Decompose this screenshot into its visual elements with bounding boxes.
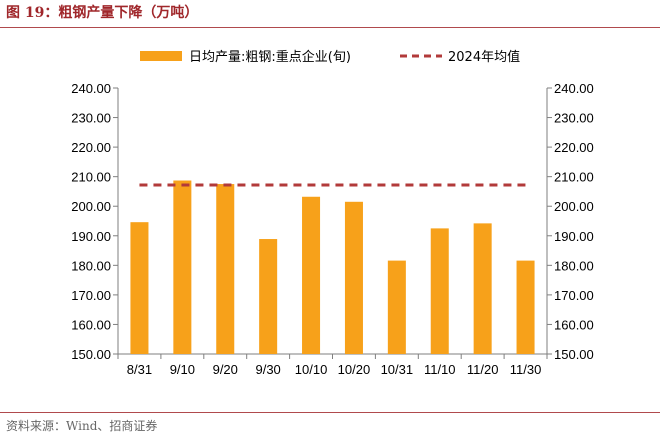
y-tick-left-label: 220.00 xyxy=(71,140,111,155)
y-axis-right-ticks: 150.00 160.00 170.00 180.00 190.00 200.00 210.… xyxy=(547,81,594,362)
x-axis-ticks: 8/31 9/10 9/20 9/30 10/10 10/20 10/31 11/10 11/2… xyxy=(117,354,548,377)
x-tick-label: 10/31 xyxy=(381,362,414,377)
x-tick-label: 9/10 xyxy=(170,362,195,377)
legend: 日均产量:粗钢:重点企业(旬) 2024年均值 xyxy=(140,49,520,65)
bars xyxy=(130,180,535,354)
y-tick-right-label: 190.00 xyxy=(554,229,594,244)
bar xyxy=(173,180,192,354)
figure-title: 图 19：粗钢产量下降（万吨） xyxy=(6,5,199,21)
chart: 日均产量:粗钢:重点企业(旬) 2024年均值 150.00 160.00 170.… xyxy=(71,49,594,377)
x-tick-label: 10/10 xyxy=(295,362,328,377)
y-tick-right-label: 150.00 xyxy=(554,347,594,362)
y-tick-left-label: 160.00 xyxy=(71,317,111,332)
y-axis-left-ticks: 150.00 160.00 170.00 180.00 190.00 200.00 210.… xyxy=(71,81,118,362)
y-tick-left-label: 230.00 xyxy=(71,111,111,126)
bar xyxy=(130,222,149,354)
bar xyxy=(302,196,321,354)
bar xyxy=(516,260,535,354)
x-tick-label: 8/31 xyxy=(127,362,152,377)
y-tick-left-label: 210.00 xyxy=(71,170,111,185)
y-tick-left-label: 150.00 xyxy=(71,347,111,362)
source-note: 资料来源：Wind、招商证券 xyxy=(6,419,158,433)
legend-bar-label: 日均产量:粗钢:重点企业(旬) xyxy=(189,49,351,65)
bar xyxy=(259,239,278,354)
y-tick-right-label: 170.00 xyxy=(554,288,594,303)
bar xyxy=(473,223,492,354)
header-rule xyxy=(0,27,660,28)
bar xyxy=(344,201,363,354)
x-tick-label: 9/30 xyxy=(255,362,280,377)
bar xyxy=(430,228,449,354)
y-tick-right-label: 230.00 xyxy=(554,111,594,126)
y-tick-right-label: 180.00 xyxy=(554,258,594,273)
x-tick-label: 9/20 xyxy=(213,362,238,377)
legend-bar-swatch xyxy=(140,51,182,61)
y-tick-right-label: 220.00 xyxy=(554,140,594,155)
y-tick-left-label: 240.00 xyxy=(71,81,111,96)
y-tick-left-label: 180.00 xyxy=(71,258,111,273)
x-tick-label: 10/20 xyxy=(338,362,371,377)
x-tick-label: 11/10 xyxy=(424,362,456,377)
y-tick-left-label: 190.00 xyxy=(71,229,111,244)
x-tick-label: 11/20 xyxy=(467,362,499,377)
bar xyxy=(387,260,406,354)
legend-avg-label: 2024年均值 xyxy=(448,49,520,65)
x-tick-label: 11/30 xyxy=(510,362,542,377)
y-tick-right-label: 210.00 xyxy=(554,170,594,185)
y-tick-right-label: 200.00 xyxy=(554,199,594,214)
bar xyxy=(216,184,235,354)
y-tick-left-label: 170.00 xyxy=(71,288,111,303)
y-tick-right-label: 160.00 xyxy=(554,317,594,332)
y-tick-right-label: 240.00 xyxy=(554,81,594,96)
y-tick-left-label: 200.00 xyxy=(71,199,111,214)
footer-rule xyxy=(0,412,660,413)
